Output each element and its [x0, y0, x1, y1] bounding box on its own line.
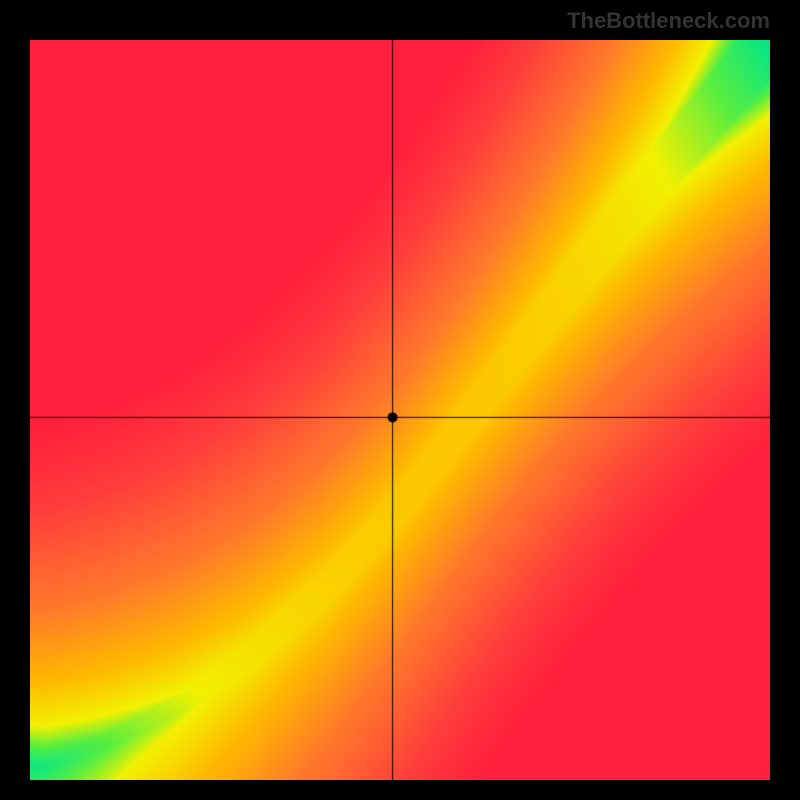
bottleneck-heatmap: [30, 40, 770, 780]
heatmap-canvas: [30, 40, 770, 780]
watermark-text: TheBottleneck.com: [567, 8, 770, 34]
